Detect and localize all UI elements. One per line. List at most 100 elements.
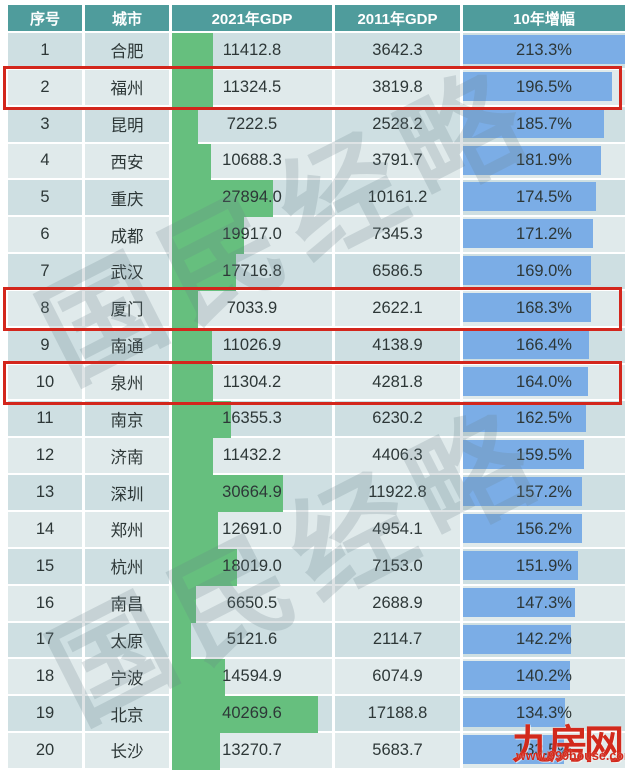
table-row: 17 太原 5121.6 2114.7 142.2%: [8, 622, 625, 660]
table-row: 3 昆明 7222.5 2528.2 185.7%: [8, 106, 625, 144]
column-separator: [82, 511, 85, 547]
city-name: 重庆: [110, 190, 144, 209]
city-name: 南通: [110, 338, 144, 357]
growth-bar: [463, 256, 592, 286]
rank-value: 4: [40, 151, 50, 170]
gdp2021-value: 16355.3: [222, 409, 282, 428]
column-separator: [169, 5, 172, 31]
brand-logo: 九房网: [512, 723, 624, 767]
gdp2011-cell: 7153.0: [335, 548, 460, 584]
header-city: 城市: [111, 10, 142, 28]
table-row: 11 南京 16355.3 6230.2 162.5%: [8, 401, 625, 439]
growth-bar: [463, 735, 565, 765]
gdp2011-cell: 4138.9: [335, 327, 460, 363]
growth-value: 140.2%: [516, 667, 572, 686]
growth-bar: [463, 145, 602, 175]
growth-value: 174.5%: [516, 188, 572, 207]
gdp2021-value: 14594.9: [222, 667, 282, 686]
city-cell: 泉州: [85, 364, 169, 400]
gdp2011-cell: 6586.5: [335, 254, 460, 289]
gdp2021-value: 19917.0: [222, 225, 282, 244]
column-separator: [460, 438, 463, 474]
city-name: 成都: [110, 227, 144, 246]
gdp2021-bar: [172, 290, 198, 328]
gdp2011-cell: 2114.7: [335, 622, 460, 658]
gdp2021-value: 27894.0: [222, 188, 282, 207]
gdp2021-bar: [172, 254, 237, 291]
gdp2011-value: 3819.8: [372, 77, 423, 96]
city-cell: 北京: [85, 696, 169, 732]
gdp2011-cell: 11922.8: [335, 475, 460, 510]
gdp2011-cell: 5683.7: [335, 733, 460, 768]
column-separator: [82, 438, 85, 474]
column-separator: [460, 548, 463, 584]
city-name: 长沙: [110, 743, 144, 762]
gdp2021-cell: 7033.9: [172, 290, 332, 326]
gdp2011-cell: 4954.1: [335, 511, 460, 547]
city-cell: 成都: [85, 217, 169, 253]
growth-bar: [463, 329, 590, 359]
rank-value: 16: [35, 593, 55, 612]
column-separator: [82, 33, 85, 68]
gdp2011-cell: 17188.8: [335, 696, 460, 732]
gdp2021-value: 11026.9: [222, 335, 282, 354]
growth-bar: [463, 71, 613, 101]
rank-cell: 6: [8, 217, 82, 253]
growth-bar: [463, 477, 583, 507]
growth-value: 169.0%: [516, 261, 572, 280]
city-cell: 武汉: [85, 254, 169, 289]
column-separator: [332, 438, 335, 474]
column-separator: [169, 143, 172, 179]
gdp2021-bar: [172, 733, 221, 770]
gdp2011-cell: 2688.9: [335, 585, 460, 621]
growth-value: 134.3%: [516, 704, 572, 723]
table-row: 6 成都 19917.0 7345.3 171.2%: [8, 217, 625, 255]
gdp2021-value: 11412.8: [222, 40, 282, 59]
gdp2021-value: 11324.5: [222, 77, 282, 96]
city-name: 西安: [110, 153, 144, 172]
growth-value: 171.2%: [516, 225, 572, 244]
column-separator: [332, 475, 335, 510]
growth-bar: [463, 182, 596, 212]
table-row: 15 杭州 18019.0 7153.0 151.9%: [8, 548, 625, 586]
column-separator: [169, 475, 172, 510]
table-row: 14 郑州 12691.0 4954.1 156.2%: [8, 511, 625, 549]
gdp2021-value: 18019.0: [222, 556, 282, 575]
city-cell: 深圳: [85, 475, 169, 510]
column-separator: [332, 143, 335, 179]
column-separator: [332, 5, 335, 31]
table-row: 8 厦门 7033.9 2622.1 168.3%: [8, 290, 625, 328]
gdp2011-value: 11922.8: [368, 483, 427, 502]
header-rank: 序号: [29, 10, 60, 28]
gdp2021-value: 7033.9: [226, 298, 278, 317]
city-cell: 宁波: [85, 659, 169, 695]
city-cell: 南京: [85, 401, 169, 437]
gdp2021-value: 12691.0: [222, 519, 282, 538]
rank-cell: 9: [8, 327, 82, 363]
header-gdp2021: 2021年GDP: [211, 10, 293, 28]
gdp2011-value: 10161.2: [367, 188, 428, 207]
gdp2011-value: 6230.2: [372, 409, 423, 428]
column-separator: [82, 548, 85, 584]
growth-bar: [463, 698, 565, 728]
rank-value: 17: [35, 630, 55, 649]
column-separator: [169, 254, 172, 289]
column-separator: [169, 364, 172, 400]
gdp2021-bar: [172, 401, 232, 439]
gdp2021-bar: [172, 475, 284, 512]
table-row: 16 南昌 6650.5 2688.9 147.3%: [8, 585, 625, 623]
column-separator: [169, 696, 172, 732]
growth-bar: [463, 550, 579, 580]
column-separator: [460, 106, 463, 142]
city-cell: 厦门: [85, 290, 169, 326]
rank-cell: 5: [8, 180, 82, 216]
gdp2011-cell: 2622.1: [335, 290, 460, 326]
city-name: 泉州: [110, 375, 144, 394]
column-separator: [332, 180, 335, 216]
gdp2021-bar: [172, 33, 214, 70]
column-separator: [332, 659, 335, 695]
gdp2011-cell: 3642.3: [335, 33, 460, 68]
city-name: 厦门: [110, 301, 144, 320]
column-separator: [82, 106, 85, 142]
